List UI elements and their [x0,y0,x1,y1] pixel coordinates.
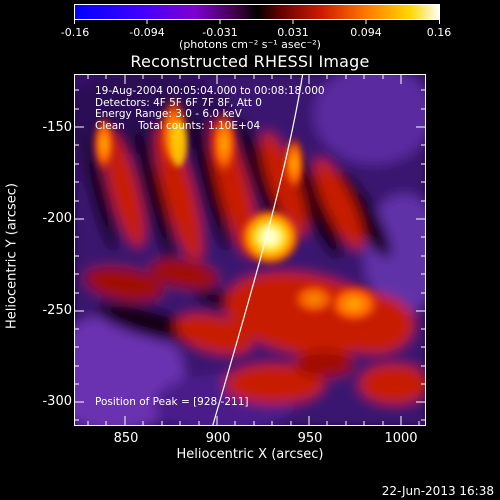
image-title: Reconstructed RHESSI Image [130,52,370,71]
colorbar-tick-label: 0.031 [277,26,309,39]
colorbar-tick-label: 0.16 [426,26,452,39]
colorbar-tick-label: -0.094 [129,26,165,39]
x-tick-label: 900 [205,431,231,446]
colorbar-units: (photons cm⁻² s⁻¹ asec⁻²) [179,38,321,51]
annotation-detectors: Detectors: 4F 5F 6F 7F 8F, Att 0 [95,96,262,109]
annotation-clean-counts: Clean Total counts: 1.10E+04 [95,119,261,132]
y-tick-label: -200 [42,211,72,226]
annotation-block: 19-Aug-2004 00:05:04.000 to 00:08:18.000… [95,85,325,132]
y-axis-label: Heliocentric Y (arcsec) [4,183,20,329]
x-tick-label: 850 [113,431,139,446]
annotation-energy-range: Energy Range: 3.0 - 6.0 keV [95,108,242,120]
y-tick-label: -250 [42,303,72,318]
colorbar-tick-label: 0.094 [350,26,382,39]
annotation-peak-position: Position of Peak = [928,-211] [95,396,249,408]
x-tick-label: 950 [297,431,323,446]
x-axis-label: Heliocentric X (arcsec) [176,447,324,462]
y-tick-label: -150 [42,120,72,135]
y-tick-label: -300 [42,394,72,409]
colorbar [74,4,440,24]
colorbar-tick-label: -0.031 [202,26,238,39]
footer-date: 22-Jun-2013 16:38 [381,484,494,498]
annotation-time-range: 19-Aug-2004 00:05:04.000 to 00:08:18.000 [95,85,325,97]
x-tick-label: 1000 [384,431,418,446]
colorbar-tick-label: -0.16 [60,26,90,39]
rhessi-image [74,74,426,426]
